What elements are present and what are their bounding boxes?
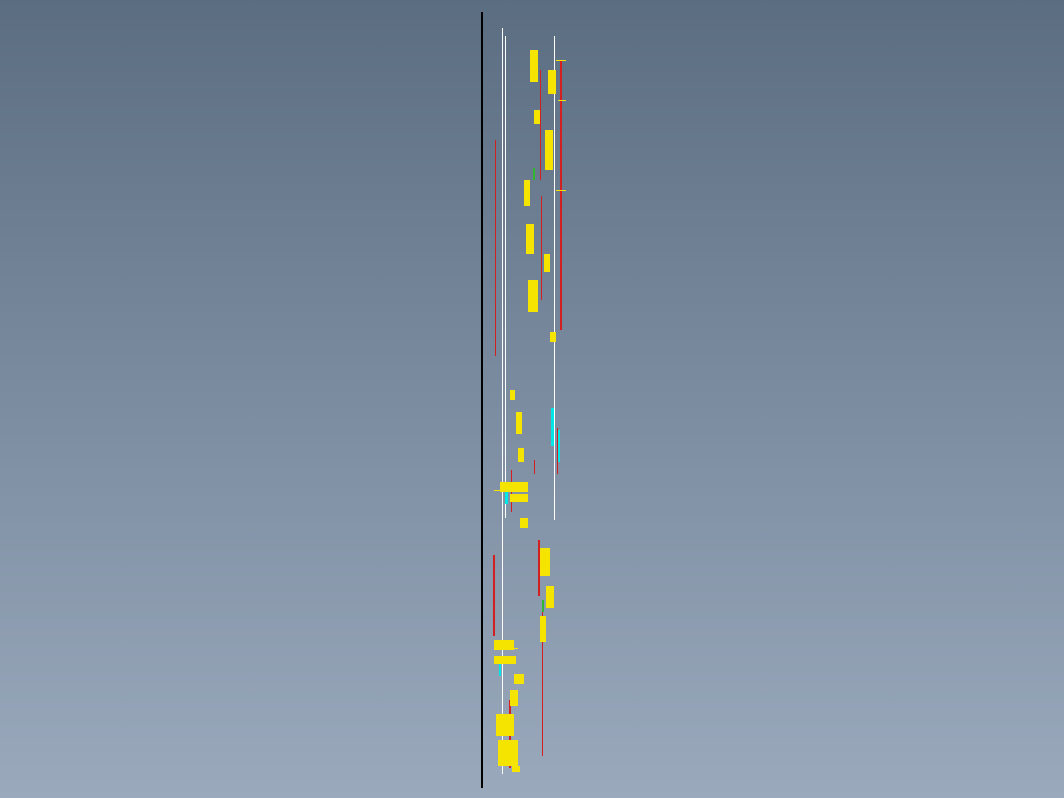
drawing-tick — [556, 190, 566, 191]
drawing-element — [528, 280, 538, 312]
drawing-tick — [558, 100, 566, 101]
drawing-element — [548, 70, 556, 94]
drawing-element — [510, 390, 515, 400]
drawing-element — [514, 674, 524, 684]
drawing-element — [518, 448, 524, 462]
drawing-tick — [494, 648, 518, 649]
drawing-element — [524, 180, 530, 206]
drawing-element — [550, 332, 556, 342]
drawing-element — [546, 586, 554, 608]
drawing-line — [551, 408, 554, 446]
drawing-element — [540, 616, 546, 642]
drawing-tick — [556, 60, 566, 61]
drawing-element — [545, 130, 553, 170]
drawing-element — [520, 518, 528, 528]
drawing-line — [540, 70, 541, 180]
drawing-element — [496, 714, 514, 736]
drawing-line — [558, 430, 560, 462]
drawing-line — [542, 600, 544, 612]
drawing-element — [540, 548, 550, 576]
drawing-element — [494, 656, 516, 664]
drawing-element — [530, 50, 538, 82]
drawing-line — [493, 555, 495, 636]
drawing-element — [544, 254, 550, 272]
drawing-element — [510, 494, 528, 502]
drawing-element — [512, 766, 520, 772]
drawing-element — [498, 740, 518, 766]
drawing-line — [533, 168, 535, 180]
drawing-line — [505, 36, 506, 518]
drawing-line — [495, 140, 496, 356]
drawing-line — [541, 196, 542, 300]
drawing-element — [526, 224, 534, 254]
drawing-line — [534, 460, 535, 474]
drawing-element — [510, 690, 518, 706]
drawing-element — [516, 412, 522, 434]
cad-viewport[interactable] — [0, 0, 1064, 798]
drawing-line — [481, 12, 483, 788]
drawing-line — [554, 36, 555, 520]
drawing-tick — [494, 490, 524, 491]
drawing-element — [534, 110, 540, 124]
